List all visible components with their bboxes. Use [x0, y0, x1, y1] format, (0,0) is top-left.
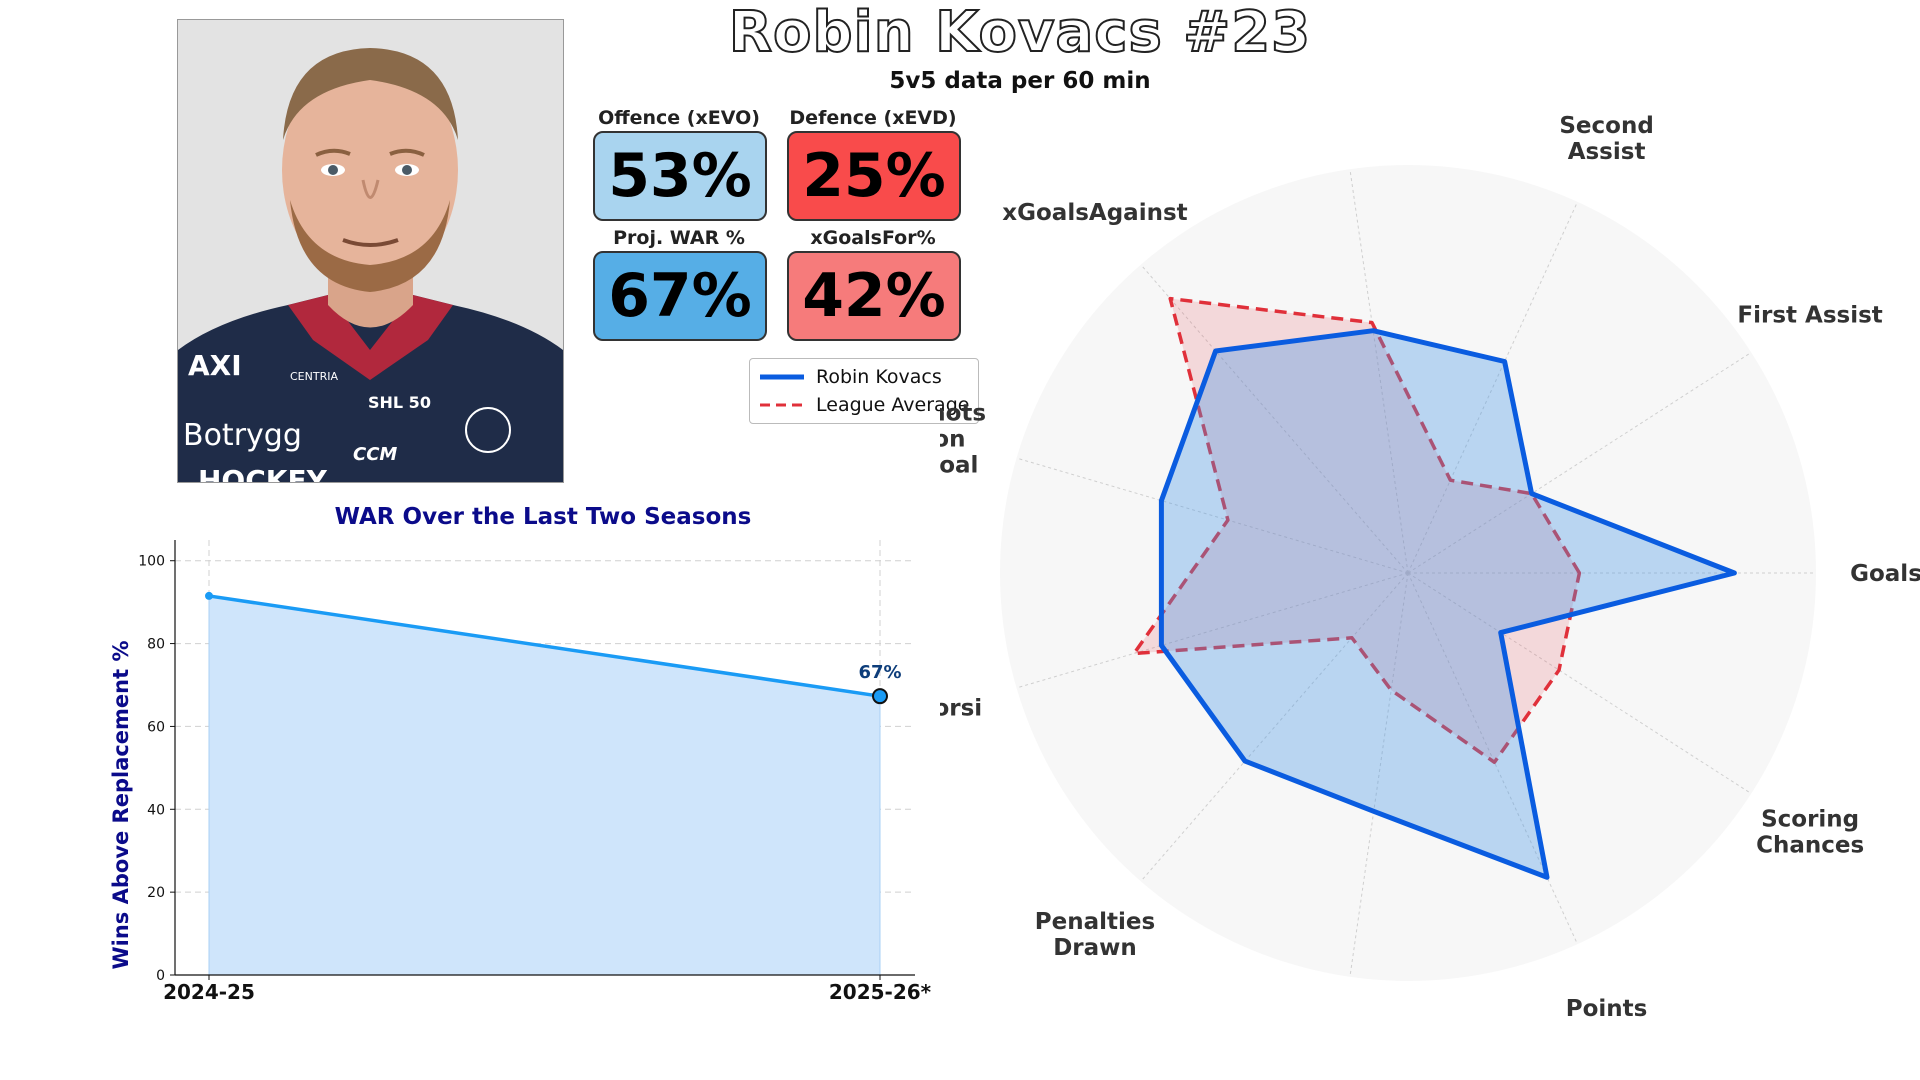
- kpi-label: Offence (xEVO): [598, 107, 760, 129]
- radar-spoke: [1349, 572, 1409, 977]
- x-tick-label: 2025-26*: [829, 980, 932, 1004]
- radar-spoke: [1407, 201, 1578, 574]
- radar-legend: Robin Kovacs League Average: [749, 358, 979, 424]
- radar-axis-label: Penalties Drawn: [1035, 909, 1155, 961]
- club-crest-icon: [465, 407, 511, 453]
- kpi-value: 25%: [787, 131, 961, 221]
- kpi-label: xGoalsFor%: [810, 227, 936, 249]
- radar-spoke: [1407, 351, 1752, 574]
- radar-axis-label: Corsi: [940, 696, 982, 722]
- kpi-value: 42%: [787, 251, 961, 341]
- war-chart: WAR Over the Last Two Seasons Wins Above…: [109, 504, 932, 1004]
- legend-solid-line-icon: [760, 374, 804, 380]
- radar-axis-label: Goals: [1850, 561, 1920, 587]
- war-chart-ylabel: Wins Above Replacement %: [109, 640, 133, 969]
- radar-axis-label: Scoring Chances: [1756, 806, 1864, 858]
- x-tick-label: 2024-25: [163, 980, 255, 1004]
- radar-spoke: [1407, 572, 1578, 945]
- jersey-text: AXI: [188, 349, 242, 382]
- y-tick-label: 40: [147, 802, 165, 818]
- radar-spoke: [1016, 457, 1409, 574]
- radar-axis-label: xGoalsAgainst: [1002, 200, 1187, 226]
- legend-entry: Robin Kovacs: [760, 364, 942, 390]
- jersey-text: Botrygg: [183, 418, 302, 453]
- radar-area: [1161, 330, 1735, 878]
- data-point: [205, 591, 213, 600]
- radar-spoke: [1349, 169, 1409, 574]
- radar-axis-label: Second Assist: [1559, 113, 1653, 165]
- jersey-text: CENTRIA: [290, 370, 338, 383]
- player-photo: AXI Botrygg CCM SHL 50 HOCKEY CENTRIA: [177, 19, 564, 483]
- radar-axis-label: ShotsonGoal: [940, 400, 986, 478]
- radar-spoke: [1016, 572, 1409, 689]
- area-fill: [208, 595, 881, 976]
- jersey-text: HOCKEY: [198, 464, 328, 482]
- kpi-label: Defence (xEVD): [789, 107, 957, 129]
- radar-area: [1134, 298, 1580, 763]
- radar-series-line: [1158, 328, 1737, 880]
- legend-dashed-line-icon: [760, 403, 804, 407]
- legend-label: Robin Kovacs: [816, 366, 942, 388]
- radar-axis-label: First Assist: [1737, 303, 1882, 329]
- kpi-value: 53%: [593, 131, 767, 221]
- data-point: [872, 688, 888, 705]
- jersey-text: CCM: [353, 444, 397, 465]
- radar-series-line: [1132, 296, 1582, 765]
- radar-axis-label: Points: [1566, 996, 1648, 1022]
- war-line: [208, 594, 881, 698]
- player-portrait-illustration: AXI Botrygg CCM SHL 50 HOCKEY CENTRIA: [178, 20, 563, 482]
- y-tick-label: 20: [147, 885, 165, 901]
- player-name-title: Robin Kovacs #23: [728, 0, 1312, 66]
- legend-entry: League Average: [760, 392, 969, 418]
- legend-label: League Average: [816, 394, 970, 416]
- war-chart-title: WAR Over the Last Two Seasons: [335, 504, 752, 530]
- y-tick-label: 80: [147, 637, 165, 653]
- y-tick-label: 0: [156, 968, 165, 984]
- radar-spoke: [1407, 572, 1752, 795]
- kpi-value: 67%: [593, 251, 767, 341]
- jersey-text: SHL 50: [368, 393, 431, 412]
- subtitle: 5v5 data per 60 min: [889, 68, 1151, 94]
- y-tick-label: 100: [138, 554, 165, 570]
- y-tick-label: 60: [147, 719, 165, 735]
- radar-axis-label: xGoalsFor: [1276, 110, 1405, 114]
- kpi-label: Proj. WAR %: [613, 227, 745, 249]
- data-label: 67%: [858, 662, 901, 683]
